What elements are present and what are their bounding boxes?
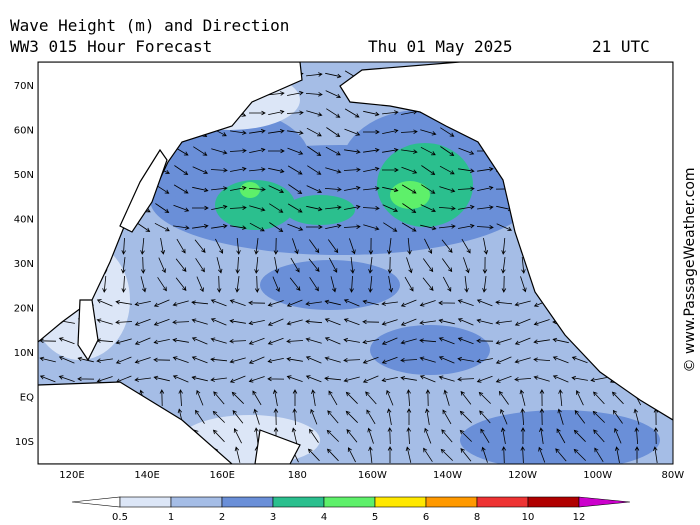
map: [38, 62, 673, 464]
lon-label: 160E: [209, 470, 234, 481]
legend: 0.5 1 2 3 4 5 6 8 10 12: [71, 496, 631, 523]
time: 21 UTC: [592, 37, 650, 56]
legend-label: 12: [573, 512, 586, 523]
legend-swatch: [170, 496, 223, 508]
lat-label: EQ: [20, 393, 34, 404]
legend-label: 6: [423, 512, 429, 523]
legend-swatch: [221, 496, 274, 508]
legend-swatch: [527, 496, 580, 508]
legend-arrow-low: [71, 496, 121, 508]
legend-label: 3: [270, 512, 276, 523]
legend-label: 8: [474, 512, 480, 523]
legend-label: 10: [522, 512, 535, 523]
legend-label: 0.5: [112, 512, 128, 523]
date: Thu 01 May 2025: [368, 37, 513, 56]
legend-label: 4: [321, 512, 327, 523]
legend-label: 1: [168, 512, 174, 523]
legend-swatch: [476, 496, 529, 508]
legend-label: 2: [219, 512, 225, 523]
lat-label: 60N: [14, 126, 34, 137]
legend-swatch: [272, 496, 325, 508]
lon-label: 140W: [433, 470, 462, 481]
model: WW3 015 Hour Forecast: [10, 37, 212, 56]
legend-swatch: [374, 496, 427, 508]
legend-swatch: [323, 496, 376, 508]
lon-label: 180: [288, 470, 307, 481]
lon-label: 160W: [358, 470, 387, 481]
map-frame: [37, 61, 674, 465]
watermark: © www.PassageWeather.com: [682, 167, 698, 372]
lat-label: 50N: [14, 170, 34, 181]
lat-label: 10N: [14, 348, 34, 359]
lat-label: 10S: [15, 437, 34, 448]
lat-label: 30N: [14, 259, 34, 270]
lon-label: 120E: [59, 470, 84, 481]
legend-swatch: [425, 496, 478, 508]
lon-label: 80W: [661, 470, 684, 481]
lat-label: 20N: [14, 304, 34, 315]
title: Wave Height (m) and Direction: [10, 16, 289, 35]
legend-label: 5: [372, 512, 378, 523]
legend-swatch: [119, 496, 172, 508]
lon-label: 100W: [583, 470, 612, 481]
axes: 70N 60N 50N 40N 30N 20N 10N EQ 10S 120E 140E 160E 18…: [14, 81, 684, 481]
land: [38, 62, 673, 464]
lon-label: 120W: [508, 470, 537, 481]
lat-label: 40N: [14, 215, 34, 226]
lon-label: 140E: [134, 470, 159, 481]
lat-label: 70N: [14, 81, 34, 92]
legend-arrow-high: [578, 496, 631, 508]
